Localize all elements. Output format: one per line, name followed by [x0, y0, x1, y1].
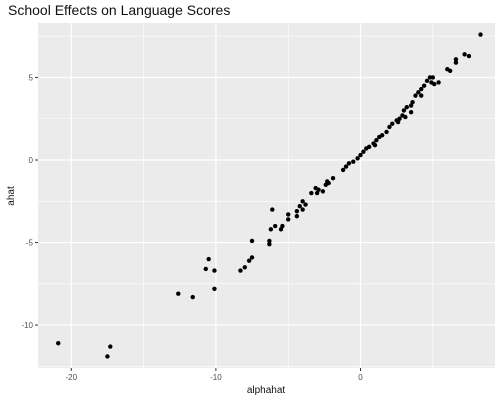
- grid-major: [38, 23, 495, 368]
- data-point: [285, 217, 291, 222]
- y-axis-ticks: -10 -5 0 5: [21, 73, 38, 330]
- data-point: [206, 256, 211, 262]
- data-point: [462, 52, 467, 57]
- data-point: [56, 341, 61, 346]
- grid-minor: [38, 23, 495, 368]
- data-point: [361, 149, 366, 154]
- data-point: [278, 227, 284, 232]
- data-point: [410, 100, 415, 105]
- data-point: [249, 255, 255, 260]
- data-point: [285, 212, 291, 217]
- x-tick-label: -20: [65, 373, 77, 382]
- data-point: [404, 104, 409, 110]
- y-tick-label: 5: [29, 73, 34, 82]
- data-point: [297, 204, 302, 209]
- data-point: [430, 75, 436, 80]
- data-point: [203, 266, 208, 272]
- x-axis-ticks: -20 -10 0: [65, 368, 363, 382]
- data-point: [351, 159, 356, 164]
- data-point: [447, 68, 453, 74]
- data-point: [105, 354, 110, 359]
- data-point: [108, 344, 113, 349]
- data-point: [267, 241, 272, 247]
- data-point: [249, 238, 255, 244]
- data-point: [478, 32, 483, 37]
- x-tick-label: -10: [210, 373, 222, 382]
- data-point: [466, 53, 472, 59]
- data-point: [374, 138, 379, 143]
- x-tick-label: 0: [358, 373, 363, 382]
- data-point: [330, 175, 336, 181]
- data-point: [314, 190, 320, 196]
- data-point: [326, 180, 331, 186]
- data-point: [300, 199, 305, 204]
- data-points: [56, 32, 483, 359]
- data-point: [379, 133, 385, 138]
- x-axis-title: alphahat: [247, 385, 286, 396]
- data-point: [176, 291, 181, 296]
- y-tick-label: -10: [21, 321, 33, 330]
- data-point: [268, 227, 274, 232]
- data-point: [413, 93, 418, 98]
- data-point: [242, 265, 248, 270]
- data-point: [294, 213, 300, 219]
- data-point: [320, 189, 326, 194]
- data-point: [316, 187, 321, 192]
- data-point: [390, 121, 395, 126]
- data-point: [212, 268, 217, 273]
- data-point: [401, 108, 407, 113]
- data-point: [267, 238, 272, 244]
- data-point: [436, 80, 441, 85]
- data-point: [346, 161, 352, 166]
- data-point: [294, 208, 300, 214]
- data-point: [372, 142, 378, 148]
- data-point: [432, 81, 437, 87]
- data-point: [300, 207, 305, 212]
- data-point: [238, 268, 243, 273]
- data-point: [309, 190, 314, 196]
- data-point: [397, 116, 402, 121]
- data-point: [212, 286, 217, 291]
- data-point: [403, 114, 408, 120]
- data-point: [453, 60, 459, 65]
- data-point: [384, 129, 389, 135]
- data-point: [280, 223, 285, 229]
- data-point: [408, 109, 414, 115]
- data-point: [421, 83, 427, 88]
- y-axis-title: ahat: [6, 186, 17, 206]
- data-point: [190, 294, 195, 300]
- chart-title: School Effects on Language Scores: [8, 2, 231, 18]
- data-point: [395, 119, 401, 125]
- y-tick-label: -5: [26, 239, 34, 248]
- data-point: [416, 90, 421, 95]
- data-point: [408, 103, 414, 108]
- data-point: [424, 78, 430, 83]
- data-point: [453, 57, 459, 62]
- data-point: [419, 86, 424, 92]
- plot-panel: [38, 23, 495, 368]
- data-point: [387, 124, 392, 130]
- data-point: [272, 223, 278, 229]
- data-point: [303, 202, 308, 207]
- data-point: [355, 156, 360, 161]
- data-point: [358, 152, 363, 158]
- data-point: [340, 167, 346, 173]
- data-point: [246, 258, 252, 263]
- data-point: [366, 144, 372, 150]
- y-tick-label: 0: [29, 156, 34, 165]
- data-point: [270, 207, 275, 212]
- data-point: [343, 164, 349, 169]
- data-point: [419, 93, 424, 98]
